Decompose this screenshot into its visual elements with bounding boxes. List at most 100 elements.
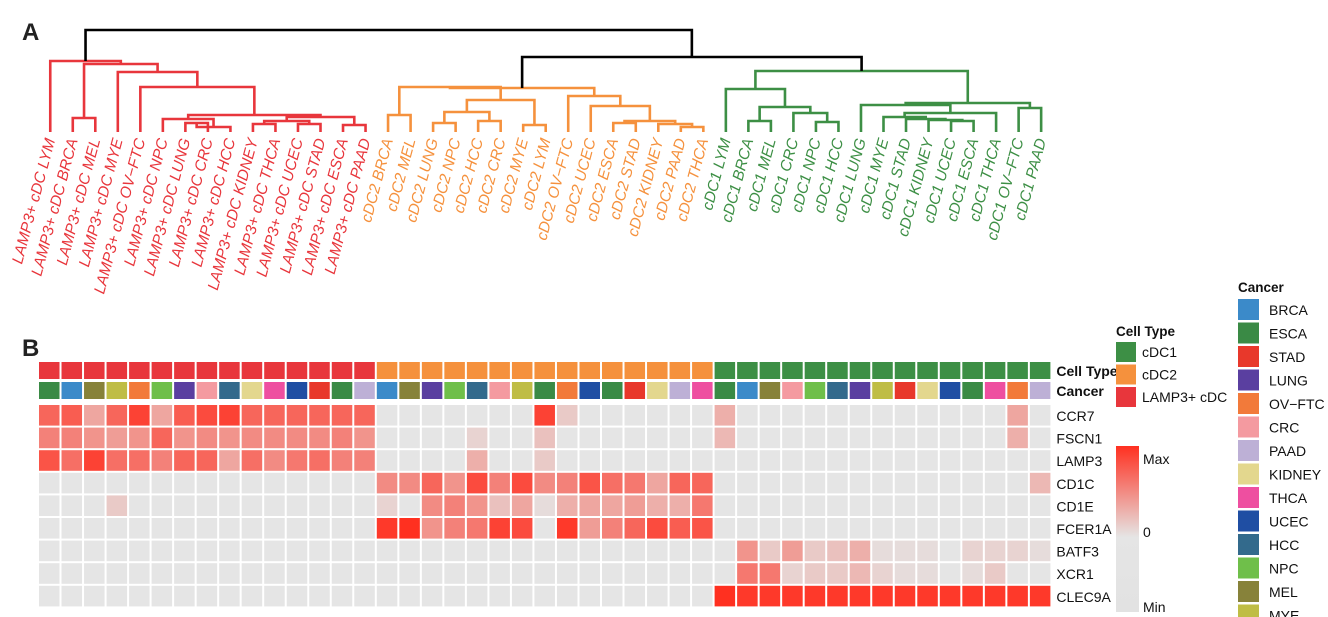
cancer-cell [714, 382, 736, 399]
cell-type-cell [129, 362, 150, 379]
heatmap-cell [1007, 518, 1028, 539]
heatmap-cell [624, 450, 646, 471]
heatmap-cell [61, 585, 83, 607]
heatmap-cell [782, 540, 803, 562]
dendrogram-branch [747, 119, 773, 132]
heatmap-cell [872, 405, 893, 426]
cancer-cell [984, 382, 1006, 399]
heatmap-cell [286, 563, 308, 584]
heatmap-cell [309, 563, 330, 584]
heatmap-cell [489, 405, 510, 426]
heatmap-cell [827, 563, 848, 584]
heatmap-cell [782, 405, 803, 426]
heatmap-cell [376, 472, 398, 494]
color-scale-label: Max [1143, 451, 1169, 467]
dendrogram [48, 28, 1043, 132]
heatmap-cell [714, 563, 736, 584]
heatmap-cell [489, 472, 510, 494]
heatmap-cell [782, 495, 803, 516]
dendrogram-branch [341, 123, 367, 132]
heatmap-cell [151, 563, 173, 584]
heatmap-cell [84, 427, 105, 449]
heatmap-cell [421, 405, 443, 426]
cell-type-cell [962, 362, 983, 379]
heatmap-cell [286, 585, 308, 607]
heatmap-cell [939, 585, 961, 607]
heatmap-cell [917, 585, 938, 607]
cell-type-cell [376, 362, 398, 379]
cancer-cell [511, 382, 533, 399]
heatmap-cell [489, 518, 510, 539]
heatmap-cell [151, 472, 173, 494]
heatmap-cell [602, 518, 623, 539]
cancer-legend-label: BRCA [1269, 302, 1309, 318]
heatmap-cell [1007, 540, 1028, 562]
cell-type-cell [174, 362, 195, 379]
heatmap-cell [602, 427, 623, 449]
heatmap-cell [84, 450, 105, 471]
heatmap-cell [376, 450, 398, 471]
heatmap-cell [782, 518, 803, 539]
heatmap-cell [579, 518, 600, 539]
heatmap-cell [556, 495, 578, 516]
heatmap-cell [984, 472, 1006, 494]
heatmap-cell [939, 472, 961, 494]
dendrogram-branch [431, 121, 457, 132]
heatmap-cell [241, 405, 263, 426]
cancer-legend-swatch [1238, 440, 1259, 461]
heatmap-cell [669, 450, 691, 471]
heatmap-cell [511, 472, 533, 494]
heatmap-cell [939, 563, 961, 584]
cancer-cell [647, 382, 668, 399]
cell-type-cell [421, 362, 443, 379]
heatmap-cell [511, 563, 533, 584]
heatmap-cell [354, 563, 375, 584]
heatmap-cell [602, 495, 623, 516]
cell-type-cell [939, 362, 961, 379]
heatmap-cell [984, 563, 1006, 584]
heatmap-cell [939, 450, 961, 471]
heatmap-cell [939, 518, 961, 539]
gene-label: BATF3 [1056, 544, 1099, 560]
gene-label: CD1E [1056, 498, 1093, 514]
heatmap-cell [714, 405, 736, 426]
annotation-row-label: Cell Type [1056, 363, 1117, 379]
heatmap-cell [556, 472, 578, 494]
heatmap-cell [354, 450, 375, 471]
heatmap-cell [894, 472, 916, 494]
cancer-cell [174, 382, 195, 399]
heatmap-cell [917, 405, 938, 426]
heatmap-cell [196, 518, 218, 539]
heatmap-cell [849, 450, 871, 471]
heatmap-body [39, 405, 1051, 607]
heatmap-cell [556, 585, 578, 607]
dendrogram-branch [476, 119, 502, 132]
heatmap-cell [84, 563, 105, 584]
heatmap-cell [264, 472, 285, 494]
heatmap-cell [962, 472, 983, 494]
heatmap-cell [962, 405, 983, 426]
heatmap-cell [849, 472, 871, 494]
heatmap-cell [511, 450, 533, 471]
heatmap-cell [849, 405, 871, 426]
heatmap-cell [241, 472, 263, 494]
heatmap-cell [84, 518, 105, 539]
cancer-legend-swatch [1238, 416, 1259, 438]
heatmap-cell [534, 495, 555, 516]
heatmap-cell [286, 495, 308, 516]
heatmap-cell [647, 563, 668, 584]
cancer-cell [61, 382, 83, 399]
heatmap-cell [331, 450, 353, 471]
heatmap-cell [647, 450, 668, 471]
heatmap-cell [174, 518, 195, 539]
heatmap-cell [106, 405, 128, 426]
cancer-cell [1007, 382, 1028, 399]
heatmap-cell [692, 495, 713, 516]
heatmap-cell [579, 472, 600, 494]
dendrogram-branch [161, 117, 215, 132]
heatmap-cell [84, 540, 105, 562]
heatmap-cell [714, 472, 736, 494]
heatmap-cell [714, 495, 736, 516]
heatmap-cell [376, 427, 398, 449]
